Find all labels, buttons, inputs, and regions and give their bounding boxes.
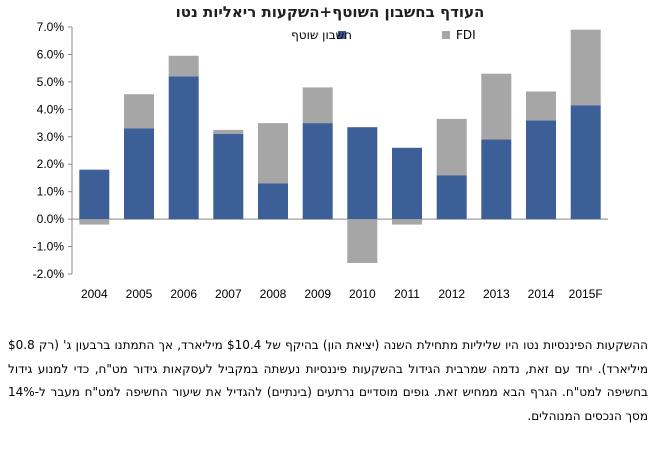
y-tick-label: 2.0% (37, 157, 65, 171)
commentary-paragraph: ההשקעות הפיננסיות נטו היו שליליות מתחילת… (8, 338, 648, 423)
bar-fdi-2014 (526, 91, 556, 121)
bar-current-account-2006 (168, 76, 199, 220)
legend-swatch-current-account (338, 31, 346, 39)
stacked-bar-chart: העודף בחשבון השוטף+השקעות ריאליות נטו חש… (33, 3, 608, 301)
x-tick-label: 2011 (394, 287, 420, 301)
bar-fdi-2012 (436, 118, 467, 176)
x-tick-label: 2008 (260, 287, 287, 301)
x-tick-label: 2006 (170, 287, 197, 301)
bar-fdi-2005 (124, 94, 154, 129)
x-tick-label: 2015F (569, 287, 603, 301)
x-tick-label: 2004 (81, 287, 108, 301)
bar-current-account-2004 (79, 169, 110, 220)
bar-current-account-2008 (258, 183, 288, 220)
y-axis: -2.0% -1.0% 0.0% 1.0% 2.0% 3.0% 4.0% 5.0% 6.0% 7.… (33, 20, 608, 281)
bar-fdi-2010 (347, 219, 378, 263)
bar-current-account-2007 (213, 134, 244, 220)
bar-current-account-2009 (302, 123, 333, 220)
legend: חשבון שוטף FDI (291, 28, 476, 42)
y-tick-label: 6.0% (37, 47, 65, 61)
bar-current-account-2010 (347, 127, 378, 220)
y-tick-label: 4.0% (37, 102, 65, 116)
bar-current-account-2014 (526, 120, 556, 220)
x-tick-label: 2009 (304, 287, 331, 301)
bar-fdi-2013 (481, 73, 512, 140)
y-tick-label: -2.0% (33, 267, 65, 281)
legend-label-fdi: FDI (456, 28, 476, 42)
y-tick-label: -1.0% (33, 240, 65, 254)
x-axis: 2004 2005 2006 2007 2008 2009 2010 2011 2012 2013… (81, 287, 603, 301)
y-tick-label: 5.0% (37, 75, 65, 89)
x-tick-label: 2013 (483, 287, 510, 301)
x-tick-label: 2014 (528, 287, 555, 301)
bar-current-account-2013 (481, 139, 512, 220)
y-tick-label: 7.0% (37, 20, 65, 34)
bar-fdi-2004 (79, 219, 110, 225)
bar-current-account-2015F (570, 105, 601, 220)
x-tick-label: 2005 (126, 287, 153, 301)
y-tick-label: 0.0% (37, 212, 65, 226)
chart-title: העודף בחשבון השוטף+השקעות ריאליות נטו (176, 3, 485, 21)
legend-label-current-account: חשבון שוטף (291, 28, 352, 42)
x-tick-label: 2012 (438, 287, 465, 301)
bar-fdi-2009 (302, 87, 333, 124)
bar-current-account-2005 (124, 128, 154, 220)
bar-current-account-2012 (436, 175, 467, 220)
y-tick-label: 1.0% (37, 185, 65, 199)
x-tick-label: 2007 (215, 287, 242, 301)
x-tick-label: 2010 (349, 287, 376, 301)
y-tick-label: 3.0% (37, 130, 65, 144)
legend-swatch-fdi (442, 31, 450, 39)
bar-fdi-2008 (258, 123, 288, 184)
bar-fdi-2011 (392, 219, 422, 225)
bar-current-account-2011 (392, 147, 422, 220)
bars (79, 29, 601, 263)
bar-fdi-2015F (570, 29, 601, 106)
bar-fdi-2006 (168, 55, 199, 77)
bar-fdi-2007 (213, 129, 244, 134)
